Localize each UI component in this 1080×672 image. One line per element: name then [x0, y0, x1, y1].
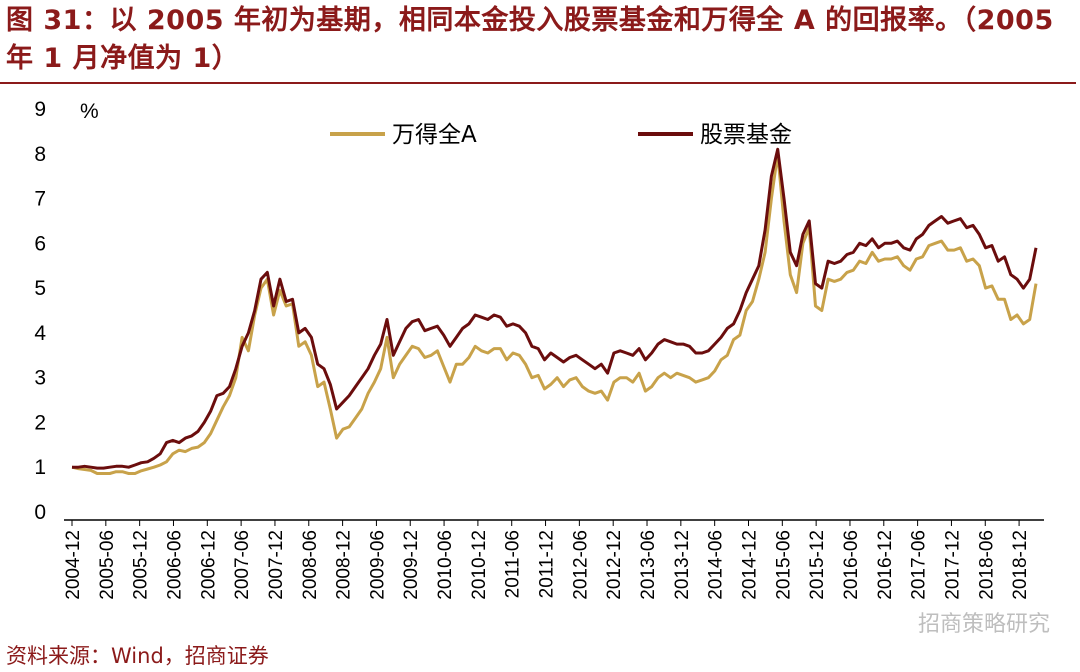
y-tick-label: 1 — [34, 456, 46, 479]
y-tick-label: 4 — [34, 322, 46, 345]
x-tick-label: 2004-12 — [63, 530, 84, 600]
y-tick-label: 5 — [34, 277, 46, 300]
x-tick-label: 2018-12 — [1010, 530, 1031, 600]
x-tick-label: 2014-12 — [739, 530, 760, 600]
y-tick-label: 7 — [34, 188, 46, 211]
x-tick-label: 2018-06 — [976, 530, 997, 600]
x-tick-label: 2011-06 — [503, 530, 524, 598]
x-tick-label: 2011-12 — [537, 530, 558, 598]
figure-title: 图 31：以 2005 年初为基期，相同本金投入股票基金和万得全 A 的回报率。… — [6, 5, 1054, 74]
x-tick-label: 2010-06 — [435, 530, 456, 600]
y-axis-unit: % — [80, 100, 99, 123]
x-tick-label: 2009-06 — [367, 530, 388, 600]
y-tick-label: 0 — [34, 501, 46, 524]
y-tick-label: 2 — [34, 411, 46, 434]
legend-label-wind-a: 万得全A — [392, 122, 477, 148]
x-tick-label: 2013-06 — [638, 530, 659, 600]
legend-label-stock-fund: 股票基金 — [700, 122, 792, 148]
x-tick-label: 2006-12 — [198, 530, 219, 600]
series-line-stock-fund — [72, 147, 1038, 470]
watermark-text: 招商策略研究 — [917, 612, 1050, 637]
title-rule — [0, 82, 1076, 84]
x-tick-label: 2017-06 — [909, 530, 930, 600]
x-tick-label: 2013-12 — [672, 530, 693, 600]
x-tick-label: 2009-12 — [401, 530, 422, 600]
x-tick-label: 2008-06 — [300, 530, 321, 600]
series-lines — [71, 147, 1038, 475]
x-tick-label: 2012-06 — [570, 530, 591, 600]
x-tick-label: 2005-06 — [97, 530, 118, 600]
x-tick-label: 2014-06 — [706, 530, 727, 600]
legend: 万得全A 股票基金 — [330, 122, 792, 148]
y-tick-label: 3 — [34, 367, 46, 390]
x-tick-label: 2007-12 — [266, 530, 287, 600]
x-tick-label: 2007-06 — [232, 530, 253, 600]
x-axis: 2004-12 2005-06 2005-12 2006-06 2006-12 2007-… — [63, 519, 1044, 600]
x-tick-label: 2008-12 — [334, 530, 355, 600]
y-tick-label: 6 — [34, 232, 46, 255]
x-tick-label: 2015-12 — [807, 530, 828, 600]
x-tick-label: 2015-06 — [773, 530, 794, 600]
y-tick-label: 9 — [34, 98, 46, 121]
series-line-wind-a — [71, 152, 1038, 475]
x-tick-label: 2010-12 — [469, 530, 490, 600]
x-tick-label: 2016-06 — [841, 530, 862, 600]
source-note: 资料来源：Wind，招商证券 — [6, 644, 269, 668]
x-tick-label: 2006-06 — [164, 530, 185, 600]
x-tick-label: 2012-12 — [604, 530, 625, 600]
x-tick-label: 2005-12 — [131, 530, 152, 600]
x-tick-label: 2017-12 — [942, 530, 963, 600]
y-axis: 0 1 2 3 4 5 6 7 8 9 — [34, 98, 46, 524]
x-tick-label: 2016-12 — [875, 530, 896, 600]
y-tick-label: 8 — [34, 143, 46, 166]
